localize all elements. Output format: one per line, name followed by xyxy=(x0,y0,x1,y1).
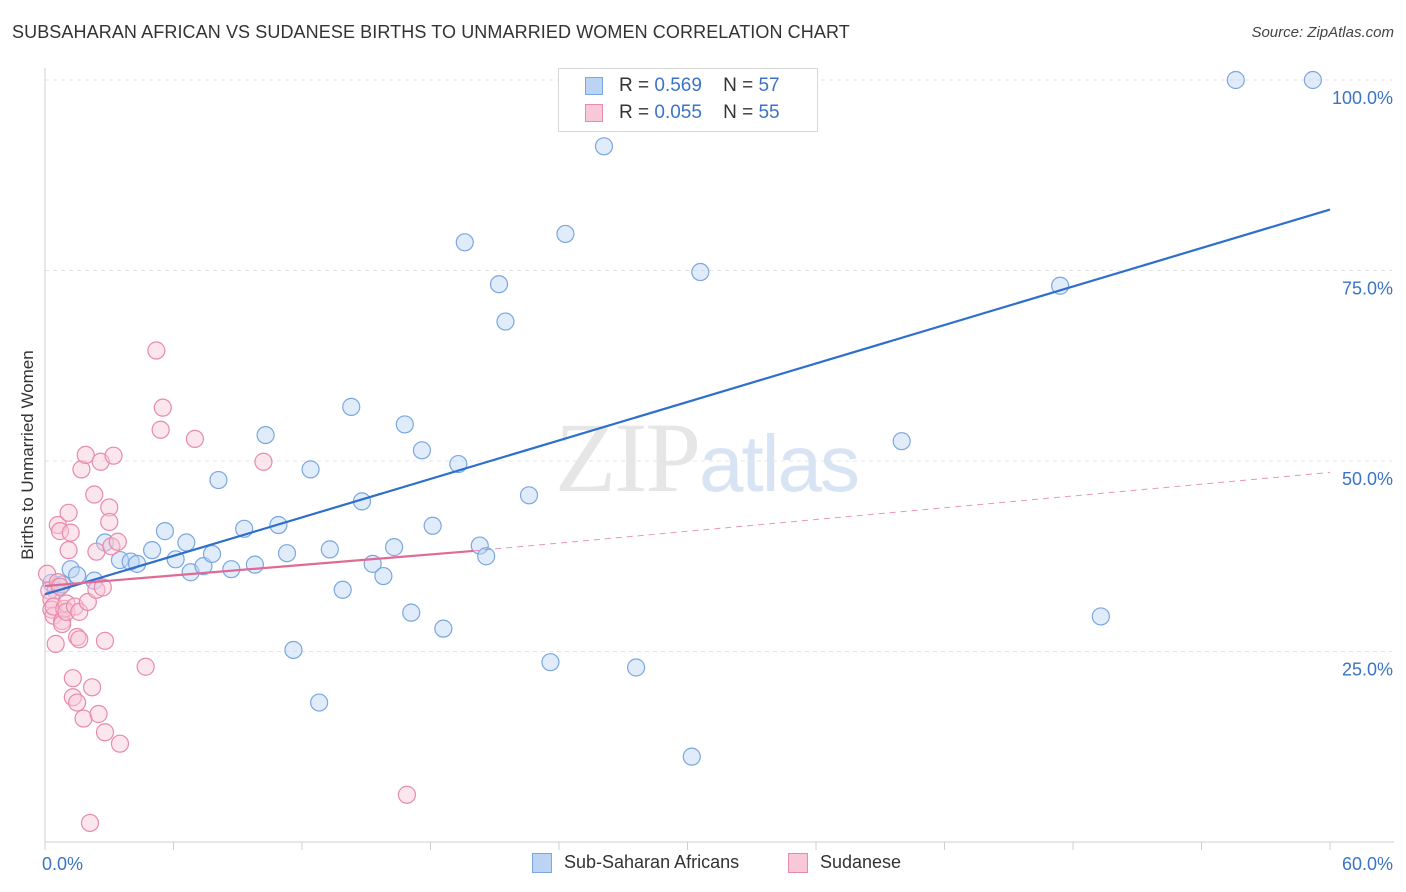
chart-title: SUBSAHARAN AFRICAN VS SUDANESE BIRTHS TO… xyxy=(12,22,850,42)
sudanese-point-22 xyxy=(68,627,87,647)
subsaharan-point-29 xyxy=(342,397,361,416)
sudanese-point-52 xyxy=(397,785,417,804)
subsaharan-trend-line xyxy=(44,208,1331,596)
subsaharan-point-27 xyxy=(320,540,339,559)
subsaharan-point-55 xyxy=(1091,607,1110,626)
correlation-legend: R = 0.569 N = 57 R = 0.055 N = 55 xyxy=(558,68,818,132)
subsaharan-point-38 xyxy=(434,619,453,638)
legend-swatch-sudanese xyxy=(585,104,603,122)
sudanese-point-48 xyxy=(151,420,170,439)
sudanese-point-51 xyxy=(254,452,273,471)
x-tick-label-1: 60.0% xyxy=(1342,854,1393,874)
legend-stats-subsaharan: R = 0.569 N = 57 xyxy=(619,75,780,96)
sudanese-point-37 xyxy=(93,578,112,597)
subsaharan-point-23 xyxy=(277,544,297,563)
sudanese-point-50 xyxy=(185,429,205,449)
sudanese-point-35 xyxy=(89,704,108,724)
y-tick-label-3: 25.0% xyxy=(1342,660,1393,680)
sudanese-point-38 xyxy=(95,631,115,650)
subsaharan-point-21 xyxy=(256,425,275,445)
subsaharan-point-10 xyxy=(142,541,162,560)
subsaharan-point-57 xyxy=(1303,70,1322,90)
subsaharan-point-51 xyxy=(691,262,710,282)
sudanese-point-18 xyxy=(61,523,80,542)
x-tick-label-0: 0.0% xyxy=(42,854,83,874)
subsaharan-point-17 xyxy=(209,470,228,490)
subsaharan-point-16 xyxy=(202,544,222,564)
subsaharan-point-20 xyxy=(245,555,264,574)
legend-stats-sudanese: R = 0.055 N = 55 xyxy=(619,102,780,123)
sudanese-point-2 xyxy=(42,590,61,609)
subsaharan-point-34 xyxy=(395,415,414,434)
subsaharan-point-53 xyxy=(892,432,911,451)
sudanese-point-44 xyxy=(108,532,127,551)
subsaharan-point-42 xyxy=(477,547,496,566)
subsaharan-point-50 xyxy=(682,747,701,766)
subsaharan-point-49 xyxy=(626,658,646,677)
subsaharan-point-48 xyxy=(594,137,614,156)
sudanese-point-16 xyxy=(59,541,78,560)
sudanese-point-15 xyxy=(57,602,76,621)
subsaharan-point-43 xyxy=(489,275,509,294)
sudanese-point-23 xyxy=(68,693,87,712)
sudanese-point-28 xyxy=(76,445,95,465)
bottom-legend-swatch-subsaharan xyxy=(532,853,552,873)
subsaharan-point-11 xyxy=(155,522,175,541)
subsaharan-point-40 xyxy=(455,233,474,252)
bottom-legend-swatch-sudanese xyxy=(788,853,808,873)
bottom-legend-label-subsaharan: Sub-Saharan Africans xyxy=(564,852,740,872)
sudanese-point-27 xyxy=(74,709,93,728)
legend-swatch-subsaharan xyxy=(585,77,603,95)
sudanese-point-43 xyxy=(104,446,123,465)
sudanese-trend-line xyxy=(44,549,474,588)
subsaharan-point-4 xyxy=(68,566,87,585)
sudanese-point-31 xyxy=(83,678,102,697)
subsaharan-point-41 xyxy=(470,536,489,555)
subsaharan-point-26 xyxy=(310,693,329,712)
y-tick-label-0: 100.0% xyxy=(1332,88,1393,108)
subsaharan-point-28 xyxy=(333,580,352,599)
chart-source: Source: ZipAtlas.com xyxy=(1251,24,1394,41)
sudanese-point-39 xyxy=(95,723,115,742)
subsaharan-point-46 xyxy=(541,653,560,672)
sudanese-point-17 xyxy=(59,503,78,522)
subsaharan-point-35 xyxy=(402,603,421,622)
sudanese-point-6 xyxy=(46,634,65,653)
subsaharan-point-25 xyxy=(301,460,320,479)
sudanese-point-19 xyxy=(63,669,82,688)
sudanese-point-40 xyxy=(100,498,119,517)
subsaharan-point-47 xyxy=(556,224,575,244)
sudanese-point-45 xyxy=(110,734,130,753)
sudanese-point-30 xyxy=(80,813,100,833)
subsaharan-point-56 xyxy=(1226,70,1245,90)
subsaharan-point-33 xyxy=(384,538,404,557)
subsaharan-point-13 xyxy=(177,533,196,552)
sudanese-point-32 xyxy=(85,485,104,504)
subsaharan-point-44 xyxy=(496,312,515,331)
subsaharan-point-32 xyxy=(374,566,393,586)
subsaharan-point-36 xyxy=(412,441,432,460)
sudanese-point-24 xyxy=(70,630,89,649)
sudanese-trend-extension xyxy=(473,471,1331,552)
y-tick-label-2: 50.0% xyxy=(1342,469,1393,489)
subsaharan-point-45 xyxy=(519,486,539,505)
subsaharan-point-24 xyxy=(284,640,303,660)
sudanese-point-26 xyxy=(72,460,91,479)
sudanese-point-41 xyxy=(100,512,119,532)
sudanese-point-46 xyxy=(136,657,155,676)
sudanese-point-47 xyxy=(147,341,166,360)
y-tick-label-1: 75.0% xyxy=(1342,279,1393,299)
bottom-legend-label-sudanese: Sudanese xyxy=(820,852,902,872)
sudanese-point-49 xyxy=(153,398,172,417)
subsaharan-point-37 xyxy=(423,516,442,535)
